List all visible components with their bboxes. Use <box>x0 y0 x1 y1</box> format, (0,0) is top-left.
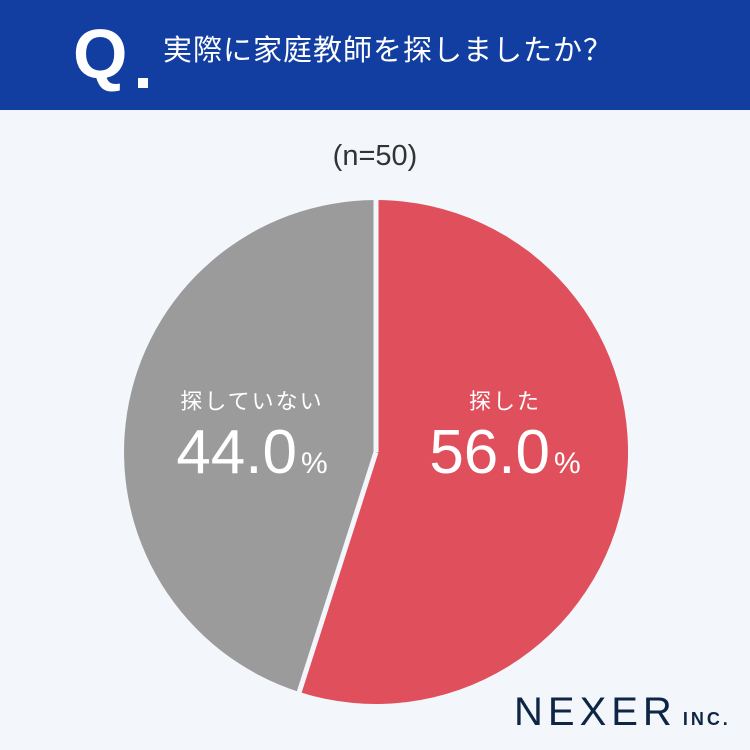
nexer-logo: NEXER INC. <box>514 690 731 735</box>
label-not-searched-name: 探していない <box>180 390 324 415</box>
label-not-searched-value: 44.0% <box>152 418 352 499</box>
value-text: 56.0 <box>429 418 550 487</box>
percent-sign: % <box>300 447 328 480</box>
label-not-searched: 探していない 44.0% <box>152 388 352 499</box>
logo-suffix: INC. <box>682 709 731 729</box>
sample-size: (n=50) <box>332 140 418 172</box>
q-mark: Q <box>73 15 127 93</box>
logo-brand: NEXER <box>514 690 677 734</box>
question-title: 実際に家庭教師を探しましたか？ <box>163 33 614 67</box>
pie-slice-searched <box>299 200 629 704</box>
label-searched: 探した 56.0% <box>410 388 600 499</box>
value-text: 44.0 <box>176 418 297 487</box>
pie-slice-not-searched <box>124 200 377 692</box>
label-searched-value: 56.0% <box>410 418 600 499</box>
percent-sign: % <box>553 447 581 480</box>
slice-divider <box>296 451 379 695</box>
label-searched-name: 探した <box>468 390 541 415</box>
q-dot <box>138 78 148 88</box>
question-header: Q 実際に家庭教師を探しましたか？ <box>0 0 750 110</box>
